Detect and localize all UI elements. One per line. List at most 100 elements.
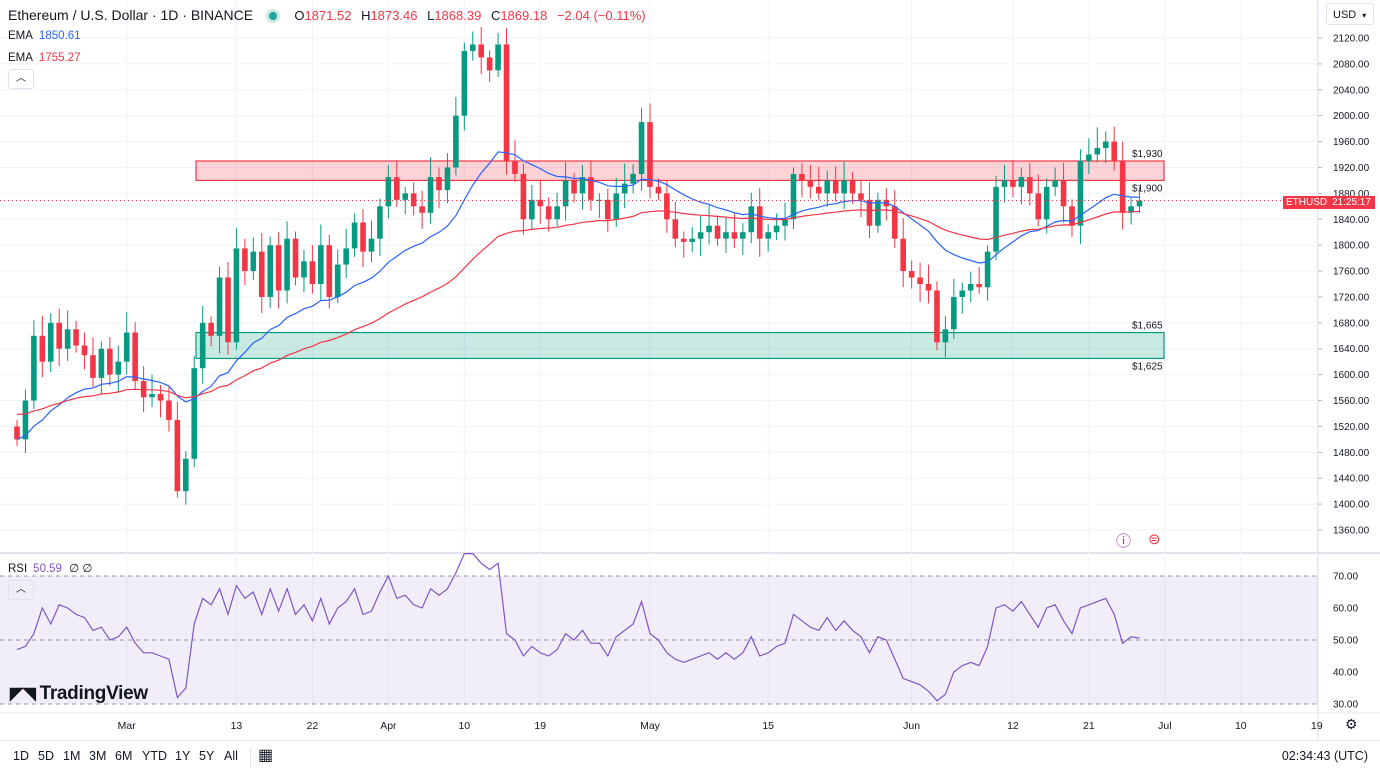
x-tick-label: May <box>640 720 661 732</box>
candle-body <box>503 44 510 162</box>
candle-body <box>680 238 687 242</box>
tradingview-logo[interactable]: ◤◥ TradingView <box>10 683 148 705</box>
gear-icon[interactable]: ⚙ <box>1345 716 1358 732</box>
resistance-zone-upper-label: $1,930 <box>1132 149 1163 160</box>
candle-body <box>647 122 653 187</box>
high-label: H <box>361 8 371 23</box>
candle-body <box>377 206 383 239</box>
candle-body <box>309 261 316 284</box>
price-chart[interactable]: 1360.001400.001440.001480.001520.001560.… <box>0 0 1380 740</box>
candle-body <box>858 193 864 200</box>
candle-body <box>1136 200 1143 207</box>
ema-fast-line <box>16 151 1140 440</box>
candle-body <box>199 322 206 369</box>
candle-body <box>495 44 501 71</box>
currency-button[interactable]: USD ▾ <box>1326 3 1374 25</box>
candle-body <box>242 248 248 272</box>
rsi-legend[interactable]: RSI 50.59 ∅ ∅ <box>8 561 92 575</box>
candle-body <box>588 177 594 200</box>
candle-body <box>925 284 932 291</box>
high-value: 1873.46 <box>370 8 418 23</box>
candle-body <box>664 193 670 220</box>
candle-body <box>1094 148 1101 155</box>
candle-body <box>959 290 966 297</box>
candle-body <box>22 400 29 440</box>
y-tick-label: 2080.00 <box>1333 59 1370 70</box>
candle-body <box>723 232 729 239</box>
timeframe-5d[interactable]: 5D <box>38 749 54 763</box>
candle-body <box>385 177 392 207</box>
candle-body <box>756 206 763 239</box>
candle-body <box>951 296 957 330</box>
candle-body <box>512 161 518 174</box>
candle-body <box>410 193 417 207</box>
timeframe-6m[interactable]: 6M <box>115 749 133 763</box>
ema-slow-legend[interactable]: EMA 1755.27 <box>8 52 81 64</box>
timeframe-ytd[interactable]: YTD <box>142 749 167 763</box>
y-tick-label: 1440.00 <box>1333 474 1370 485</box>
support-zone-box <box>195 331 1165 360</box>
candle-body <box>1043 186 1050 220</box>
candle-body <box>402 193 409 200</box>
candle-body <box>14 426 20 440</box>
y-tick-label: 1480.00 <box>1333 448 1370 459</box>
timeframe-all[interactable]: All <box>224 749 238 763</box>
candle-body <box>613 193 620 220</box>
candle-body <box>1077 161 1084 226</box>
candle-body <box>183 458 189 492</box>
timeframe-5y[interactable]: 5Y <box>199 749 215 763</box>
candle-body <box>976 284 982 288</box>
collapse-legend-button[interactable]: ︿ <box>8 69 34 89</box>
ema-fast-label: EMA <box>8 30 33 42</box>
x-tick-label: Jul <box>1158 720 1171 732</box>
candle-body <box>891 206 898 239</box>
candle-body <box>579 177 586 194</box>
candle-body <box>1060 180 1067 207</box>
candle-body <box>773 225 780 233</box>
market-status-icon <box>268 12 277 21</box>
utc-clock[interactable]: 02:34:43 (UTC) <box>1281 749 1368 763</box>
y-tick-label: 1800.00 <box>1333 241 1370 252</box>
timeframe-3m[interactable]: 3M <box>89 749 107 763</box>
candles <box>14 26 1143 505</box>
symbol-title: Ethereum / U.S. Dollar · 1D · BINANCE <box>8 7 254 23</box>
candle-body <box>917 277 923 284</box>
ema-slow-label: EMA <box>8 52 33 64</box>
us-flag-icon[interactable]: ⊜ <box>1148 531 1161 548</box>
candle-body <box>56 322 62 349</box>
ema-fast-value: 1850.61 <box>38 30 81 42</box>
candle-body <box>765 232 771 239</box>
lightning-icon[interactable]: ⓘ <box>1116 533 1132 550</box>
logo-text: TradingView <box>39 683 149 704</box>
collapse-rsi-button[interactable]: ︿ <box>8 580 34 600</box>
chevron-up-icon: ︿ <box>16 73 26 84</box>
calendar-icon[interactable]: ▦ <box>258 747 274 764</box>
timeframe-1y[interactable]: 1Y <box>175 749 191 763</box>
candle-body <box>596 199 603 201</box>
candle-body <box>351 222 358 249</box>
candle-body <box>453 115 459 168</box>
candle-body <box>123 332 130 362</box>
y-tick-label: 1360.00 <box>1333 526 1370 537</box>
open-value: 1871.52 <box>304 8 352 23</box>
ema-fast-legend[interactable]: EMA 1850.61 <box>8 30 81 42</box>
candle-body <box>832 180 839 194</box>
y-tick-label: 1880.00 <box>1333 189 1370 200</box>
candle-body <box>849 180 856 194</box>
rsi-label: RSI <box>8 563 28 575</box>
candle-body <box>1102 141 1109 149</box>
candle-body <box>478 44 484 58</box>
x-tick-label: 19 <box>534 720 546 732</box>
candle-body <box>1119 161 1126 213</box>
candle-body <box>486 57 493 71</box>
y-tick-label: 1520.00 <box>1333 422 1370 433</box>
y-tick-label: 1920.00 <box>1333 163 1370 174</box>
candle-body <box>866 199 873 226</box>
chevron-down-icon: ▾ <box>1362 11 1367 20</box>
candle-body <box>537 199 544 207</box>
candle-body <box>149 394 155 398</box>
candle-body <box>461 50 468 116</box>
timeframe-1m[interactable]: 1M <box>63 749 81 763</box>
timeframe-1d[interactable]: 1D <box>13 749 29 763</box>
x-tick-label: 12 <box>1007 720 1019 732</box>
